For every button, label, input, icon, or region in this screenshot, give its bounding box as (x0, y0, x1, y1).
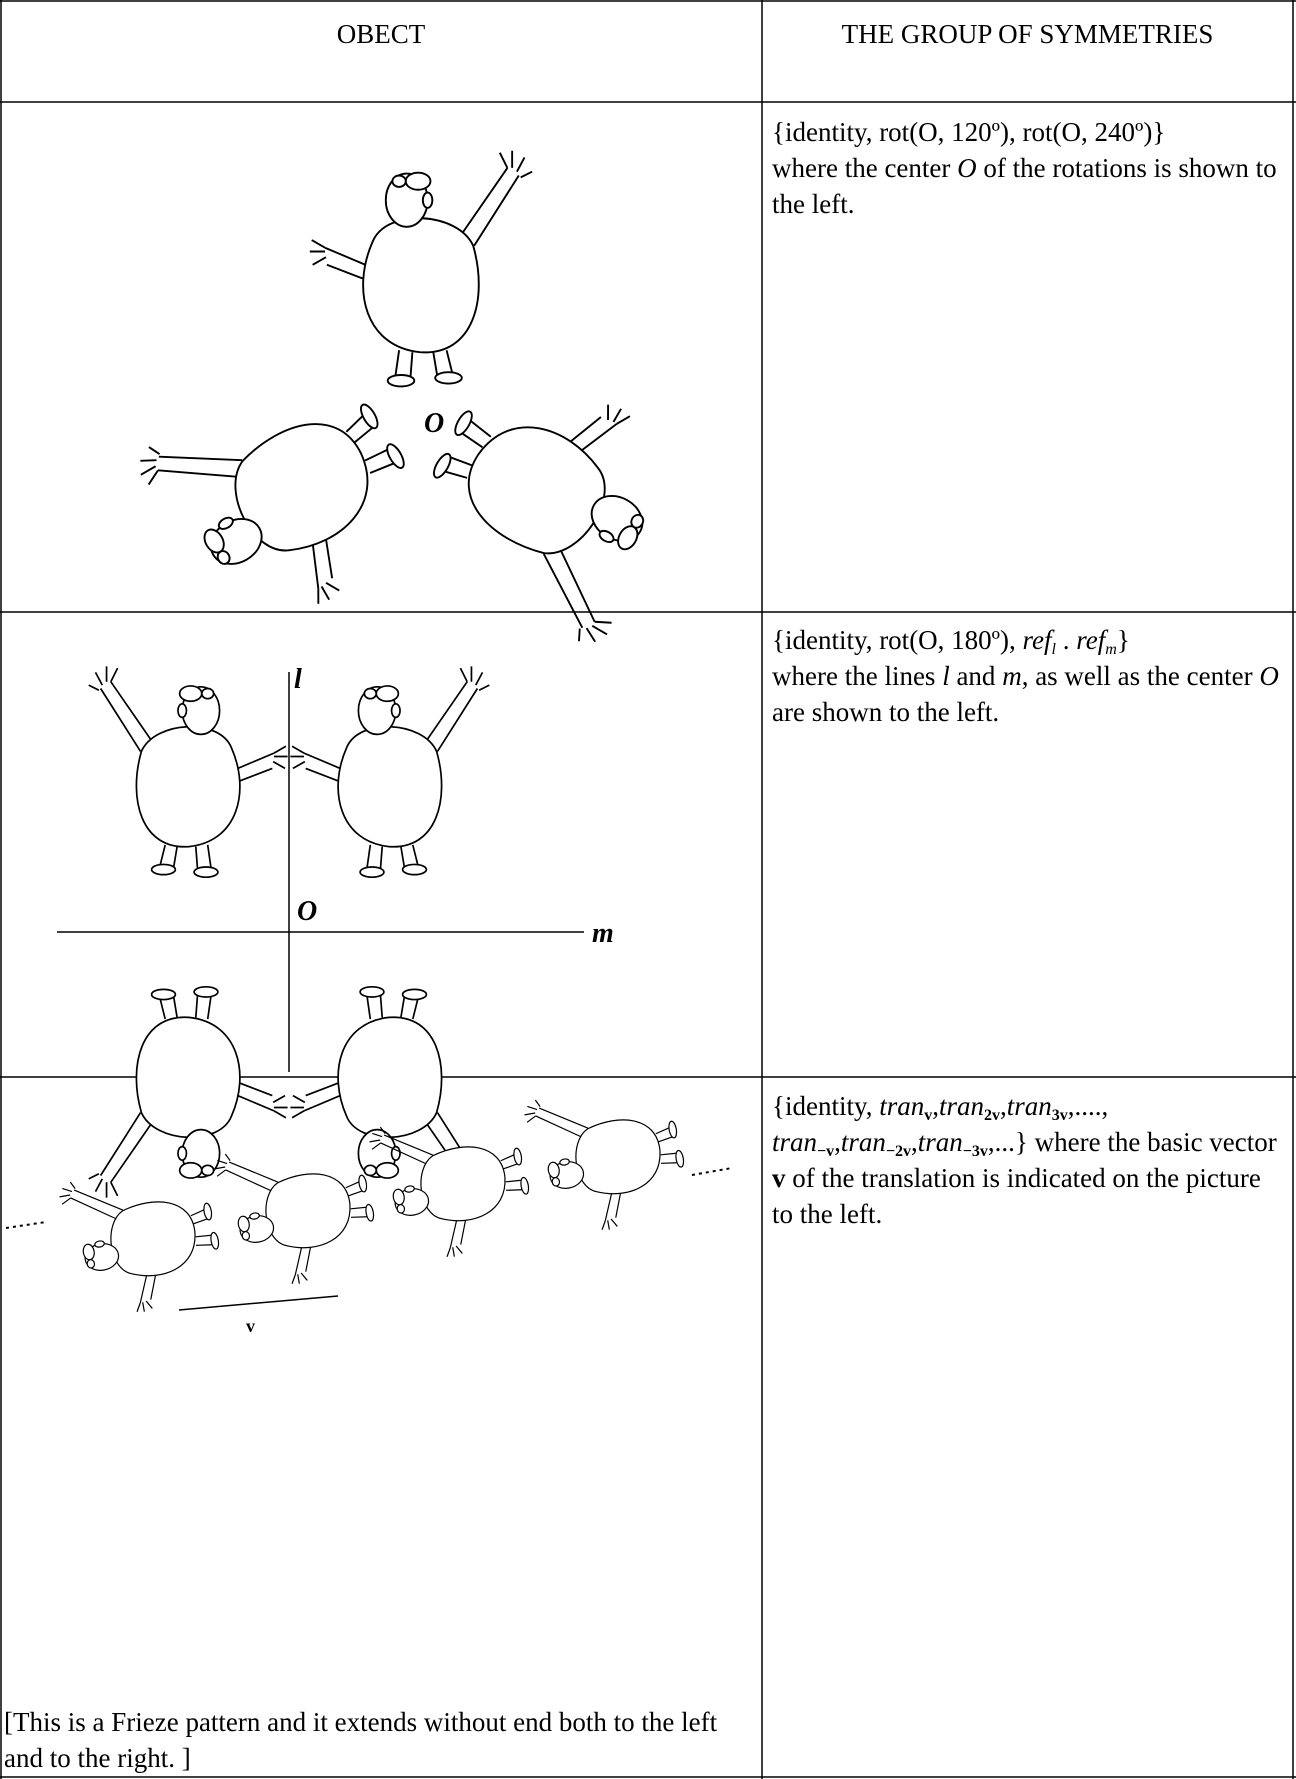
text: O (957, 153, 977, 183)
text: of the rotations is shown to the left. (772, 153, 1277, 219)
text: ref (1076, 625, 1106, 655)
text: {identity, rot(O, 120º), rot(O, 240º)} (772, 117, 1166, 147)
text: ,...} where the basic vector (987, 1127, 1277, 1157)
text: m (1002, 661, 1022, 691)
text: and (949, 661, 1003, 691)
text: {identity, (772, 1091, 880, 1121)
text: , (932, 1091, 939, 1121)
text: where the lines (772, 661, 943, 691)
text: , (834, 1127, 841, 1157)
text: m (1105, 641, 1117, 658)
figure-label: m (592, 918, 614, 949)
figure-label: l (294, 664, 302, 695)
row-description: {identity, rot(O, 180º), refl . refm} wh… (772, 622, 1287, 730)
text: l (1051, 641, 1056, 658)
reflection-figure: l O m (57, 664, 614, 1199)
text: where the center (772, 153, 958, 183)
text: 2v (983, 1107, 1000, 1124)
text: −3v (962, 1143, 988, 1160)
text: v (924, 1107, 933, 1124)
text: , as well as the center (1021, 661, 1260, 691)
text: , (911, 1127, 918, 1157)
text: , (999, 1091, 1007, 1121)
text: ref (1022, 625, 1052, 655)
text: ,...., (1067, 1091, 1109, 1121)
text: tran (938, 1091, 984, 1121)
figure-label: O (297, 896, 317, 927)
rotation-figure: O (129, 149, 710, 653)
text: v (772, 1163, 786, 1193)
figure-label: v (246, 1316, 255, 1336)
text: tran (772, 1127, 818, 1157)
row-description: {identity, tranv,tran2v,tran3v,...., tra… (772, 1088, 1287, 1232)
text: −v (817, 1143, 835, 1160)
text: {identity, rot(O, 180º), (772, 625, 1023, 655)
frieze-figure: v (5, 1076, 733, 1336)
text: 3v (1051, 1107, 1068, 1124)
row-description: {identity, rot(O, 120º), rot(O, 240º)} w… (772, 114, 1287, 222)
text: of the translation is indicated on the p… (772, 1163, 1261, 1229)
text: . (1056, 625, 1077, 655)
text: l (942, 661, 950, 691)
text: tran (1006, 1091, 1052, 1121)
caption: [This is a Frieze pattern and it extends… (4, 1707, 718, 1773)
header-object: OBECT (336, 19, 426, 49)
figure-label: O (424, 408, 444, 439)
text: O (1259, 661, 1279, 691)
text: tran (840, 1127, 886, 1157)
text: tran (917, 1127, 963, 1157)
text: } (1116, 625, 1130, 655)
text: −2v (885, 1143, 912, 1160)
header-group: THE GROUP OF SYMMETRIES (841, 19, 1214, 49)
text: tran (879, 1091, 925, 1121)
text: are shown to the left. (772, 697, 1000, 727)
